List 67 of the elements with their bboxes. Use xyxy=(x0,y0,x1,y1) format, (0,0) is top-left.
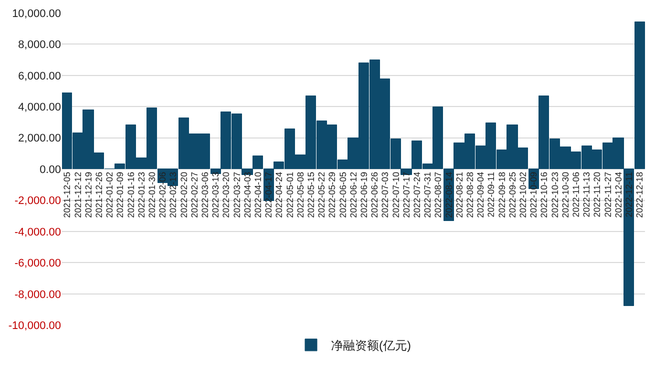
x-tick-label: 2022-09-18 xyxy=(496,172,507,218)
x-tick-label: 2022-03-20 xyxy=(221,172,232,218)
x-tick-label: 2022-04-17 xyxy=(264,172,274,218)
x-tick-label: 2021-12-05 xyxy=(62,172,72,218)
x-tick-label: 2022-09-04 xyxy=(476,172,486,218)
x-tick-label: 2022-06-12 xyxy=(348,172,358,218)
x-tick-label: 2021-12-26 xyxy=(94,172,104,218)
x-tick-label: 2022-12-11 xyxy=(624,172,634,218)
y-tick-label: -2,000.00 xyxy=(14,195,61,208)
y-tick-label: 2,000.00 xyxy=(18,132,61,145)
x-tick-label: 2022-12-18 xyxy=(634,172,645,218)
x-tick-label: 2022-11-27 xyxy=(602,172,613,218)
x-tick-label: 2022-08-14 xyxy=(444,172,454,218)
y-tick-label: -6,000.00 xyxy=(14,258,61,270)
x-tick-label: 2022-10-30 xyxy=(560,172,570,218)
legend-label: 净融资额(亿元) xyxy=(331,338,411,353)
y-tick-label: 8,000.00 xyxy=(18,39,61,52)
x-tick-label: 2022-01-09 xyxy=(115,172,126,218)
x-tick-label: 2022-03-06 xyxy=(200,172,210,218)
x-tick-label: 2022-06-19 xyxy=(359,172,370,218)
x-tick-label: 2022-07-17 xyxy=(401,172,412,218)
x-tick-label: 2022-12-04 xyxy=(613,172,624,218)
x-tick-label: 2022-05-01 xyxy=(284,172,295,218)
x-tick-label: 2022-07-03 xyxy=(380,172,390,218)
y-tick-label: 6,000.00 xyxy=(18,70,61,82)
x-tick-label: 2022-07-31 xyxy=(422,172,433,218)
x-tick-label: 2022-08-28 xyxy=(465,172,476,218)
x-tick-label: 2022-11-13 xyxy=(582,172,592,218)
x-tick-label: 2022-05-08 xyxy=(295,172,306,218)
y-tick-label: -10,000.00 xyxy=(8,320,61,332)
x-tick-label: 2022-04-03 xyxy=(242,172,252,218)
x-tick-label: 2022-10-09 xyxy=(528,172,539,218)
x-tick-label: 2022-05-29 xyxy=(327,172,338,218)
x-tick-label: 2022-03-27 xyxy=(232,172,242,218)
x-tick-label: 2022-09-25 xyxy=(507,172,518,218)
y-tick-label: 10,000.00 xyxy=(12,8,61,20)
y-tick-label: 4,000.00 xyxy=(18,101,61,114)
x-tick-label: 2022-02-27 xyxy=(189,172,200,218)
x-tick-label: 2022-01-16 xyxy=(126,172,136,218)
x-tick-label: 2021-12-19 xyxy=(83,172,94,218)
x-tick-label: 2022-06-26 xyxy=(370,172,380,218)
x-tick-label: 2022-01-02 xyxy=(104,172,115,218)
x-tick-label: 2022-09-11 xyxy=(486,172,496,218)
x-tick-label: 2022-02-13 xyxy=(168,172,178,218)
x-tick-label: 2022-08-07 xyxy=(433,172,444,218)
x-tick-label: 2022-01-23 xyxy=(136,172,146,218)
x-tick-label: 2022-01-30 xyxy=(147,172,158,218)
x-tick-label: 2022-10-02 xyxy=(518,172,528,218)
x-tick-label: 2022-10-23 xyxy=(550,172,560,218)
y-tick-label: -4,000.00 xyxy=(14,226,61,238)
y-tick-label: 0.00 xyxy=(40,164,61,176)
y-tick-label: -8,000.00 xyxy=(14,288,61,301)
x-tick-label: 2022-05-22 xyxy=(316,172,327,218)
x-tick-label: 2022-11-06 xyxy=(571,172,582,218)
x-tick-label: 2022-05-15 xyxy=(306,172,316,218)
x-tick-label: 2022-08-21 xyxy=(454,172,464,218)
x-tick-label: 2022-02-06 xyxy=(158,172,168,218)
x-tick-label: 2022-10-16 xyxy=(539,172,550,218)
x-tick-label: 2022-04-24 xyxy=(274,172,284,218)
x-tick-label: 2022-04-10 xyxy=(253,172,264,218)
x-tick-label: 2022-07-24 xyxy=(412,172,422,218)
x-tick-label: 2022-03-13 xyxy=(210,172,221,218)
x-tick-label: 2022-07-10 xyxy=(390,172,401,218)
x-tick-label: 2022-06-05 xyxy=(338,172,348,218)
x-tick-label: 2022-11-20 xyxy=(592,172,602,218)
x-tick-label: 2021-12-12 xyxy=(72,172,83,218)
x-tick-label: 2022-02-20 xyxy=(178,172,189,218)
